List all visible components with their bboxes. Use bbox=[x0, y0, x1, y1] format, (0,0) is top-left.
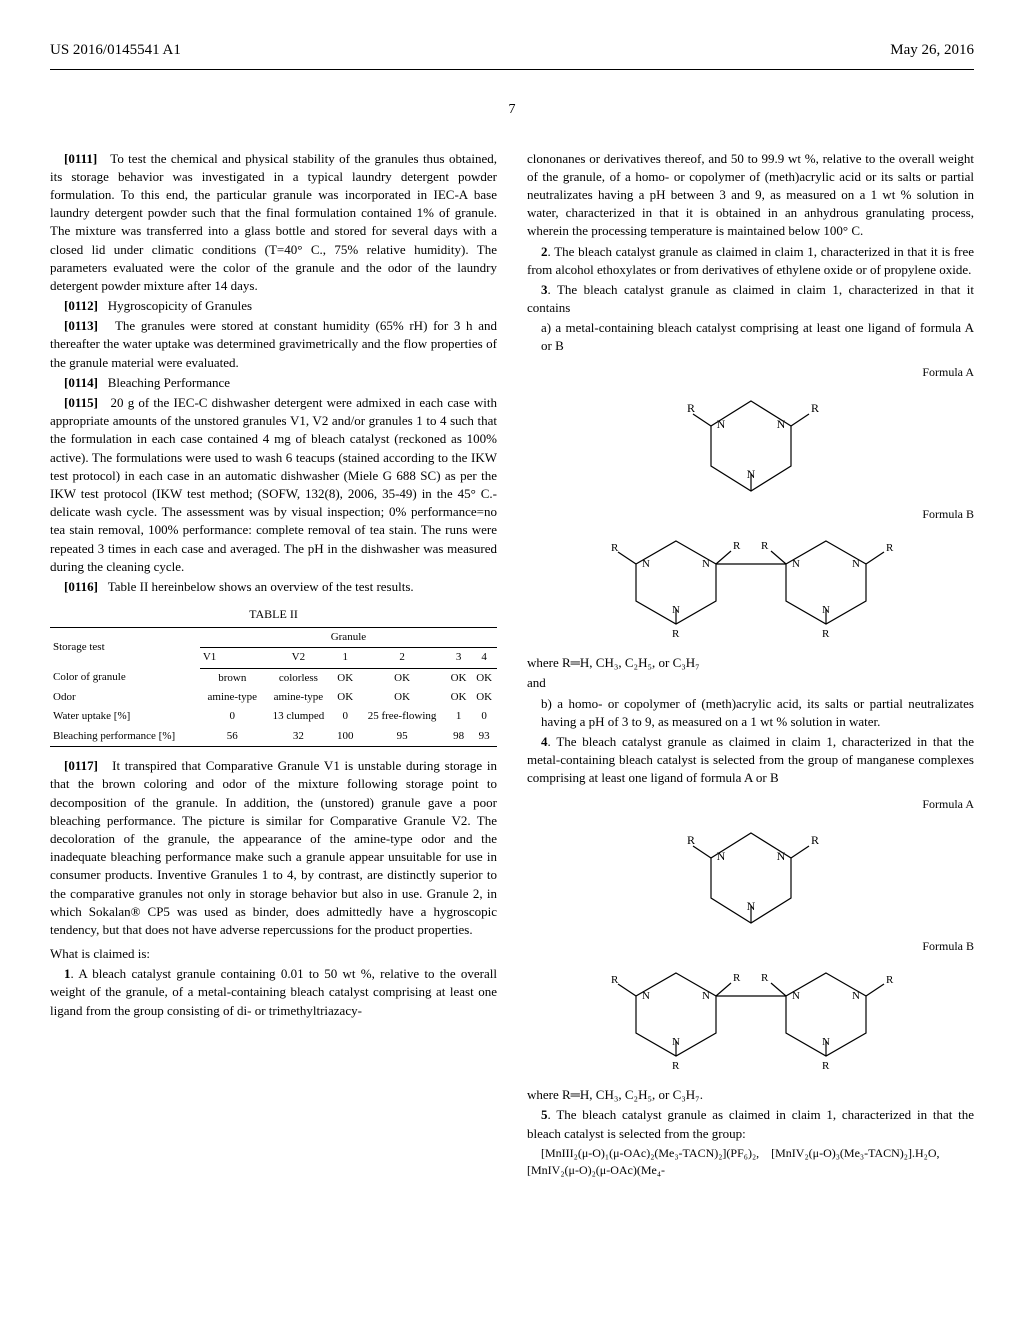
svg-text:R: R bbox=[811, 833, 819, 847]
svg-text:N: N bbox=[822, 1036, 830, 1048]
svg-text:R: R bbox=[687, 401, 695, 415]
claim-5: 5. The bleach catalyst granule as claime… bbox=[527, 1106, 974, 1142]
claims-heading: What is claimed is: bbox=[50, 945, 497, 963]
para-0111: [0111] To test the chemical and physical… bbox=[50, 150, 497, 296]
table-row: Odoramine-typeamine-typeOKOKOKOK bbox=[50, 688, 497, 707]
claim-3-where: where R═H, CH₃, C₂H₅, or C₃H₇ bbox=[527, 654, 974, 672]
row-header: Storage test bbox=[50, 627, 200, 668]
svg-text:N: N bbox=[852, 990, 860, 1002]
para-0116: [0116] Table II hereinbelow shows an ove… bbox=[50, 578, 497, 596]
svg-text:R: R bbox=[761, 540, 769, 552]
svg-text:R: R bbox=[747, 925, 755, 928]
claim-5-formula: [MnIII₂(μ-O)₁(μ-OAc)₂(Me₃-TACN)₂](PF₆)₂,… bbox=[527, 1145, 974, 1179]
svg-text:N: N bbox=[792, 990, 800, 1002]
svg-text:N: N bbox=[672, 604, 680, 616]
svg-text:N: N bbox=[702, 990, 710, 1002]
svg-text:R: R bbox=[733, 972, 741, 984]
svg-text:R: R bbox=[822, 1060, 830, 1072]
table-ii: TABLE II Storage test Granule V1 V2 1 2 … bbox=[50, 606, 497, 747]
results-table: Storage test Granule V1 V2 1 2 3 4 Color… bbox=[50, 627, 497, 747]
svg-text:N: N bbox=[746, 467, 755, 481]
formula-a-structure: N N N R R R bbox=[527, 386, 974, 496]
svg-text:R: R bbox=[672, 628, 680, 640]
formula-b-structure: N N N N N N R R R R R R bbox=[527, 529, 974, 644]
formula-block-2: Formula A N N N R R R Formul bbox=[527, 796, 974, 1077]
patent-id: US 2016/0145541 A1 bbox=[50, 40, 181, 61]
svg-text:N: N bbox=[822, 604, 830, 616]
formula-b-structure-2: N N N N N N R R R R R R bbox=[527, 961, 974, 1076]
para-0114: [0114] Bleaching Performance bbox=[50, 374, 497, 392]
right-column: clononanes or derivatives thereof, and 5… bbox=[527, 150, 974, 1181]
formula-a-label-2: Formula A bbox=[527, 796, 974, 813]
svg-text:N: N bbox=[642, 558, 650, 570]
page-header: US 2016/0145541 A1 May 26, 2016 bbox=[50, 40, 974, 61]
svg-text:N: N bbox=[702, 558, 710, 570]
svg-text:R: R bbox=[761, 972, 769, 984]
svg-text:N: N bbox=[716, 417, 725, 431]
left-column: [0111] To test the chemical and physical… bbox=[50, 150, 497, 1181]
svg-text:N: N bbox=[642, 990, 650, 1002]
formula-block-1: Formula A N N N R R R Formul bbox=[527, 364, 974, 645]
claim-1-start: 1. A bleach catalyst granule containing … bbox=[50, 965, 497, 1020]
claim-3a: a) a metal-containing bleach catalyst co… bbox=[541, 319, 974, 355]
svg-text:N: N bbox=[776, 417, 785, 431]
svg-text:N: N bbox=[792, 558, 800, 570]
svg-text:R: R bbox=[672, 1060, 680, 1072]
svg-text:R: R bbox=[733, 540, 741, 552]
claim-3b: b) a homo- or copolymer of (meth)acrylic… bbox=[541, 695, 974, 731]
para-0115: [0115] 20 g of the IEC-C dishwasher dete… bbox=[50, 394, 497, 576]
formula-a-structure-2: N N N R R R bbox=[527, 818, 974, 928]
granule-header: Granule bbox=[200, 627, 497, 647]
svg-text:N: N bbox=[776, 849, 785, 863]
svg-text:R: R bbox=[611, 542, 619, 554]
table-row: Color of granulebrowncolorlessOKOKOKOK bbox=[50, 668, 497, 688]
publication-date: May 26, 2016 bbox=[890, 40, 974, 61]
claim-3-and: and bbox=[527, 674, 974, 692]
para-0112: [0112] Hygroscopicity of Granules bbox=[50, 297, 497, 315]
svg-text:R: R bbox=[822, 628, 830, 640]
svg-text:N: N bbox=[716, 849, 725, 863]
svg-text:N: N bbox=[746, 899, 755, 913]
formula-b-label-2: Formula B bbox=[527, 938, 974, 955]
svg-text:R: R bbox=[687, 833, 695, 847]
svg-text:N: N bbox=[852, 558, 860, 570]
claim-4-where: where R═H, CH₃, C₂H₅, or C₃H₇. bbox=[527, 1086, 974, 1104]
para-0113: [0113] The granules were stored at const… bbox=[50, 317, 497, 372]
formula-a-label: Formula A bbox=[527, 364, 974, 381]
claim-2: 2. The bleach catalyst granule as claime… bbox=[527, 243, 974, 279]
svg-text:R: R bbox=[611, 974, 619, 986]
claim-1-cont: clononanes or derivatives thereof, and 5… bbox=[527, 150, 974, 241]
svg-text:R: R bbox=[886, 542, 894, 554]
svg-text:R: R bbox=[747, 493, 755, 496]
claim-4: 4. The bleach catalyst granule as claime… bbox=[527, 733, 974, 788]
page-number: 7 bbox=[50, 100, 974, 120]
svg-text:R: R bbox=[886, 974, 894, 986]
table-row: Water uptake [%]013 clumped025 free-flow… bbox=[50, 707, 497, 726]
table-row: Bleaching performance [%]5632100959893 bbox=[50, 727, 497, 747]
table-title: TABLE II bbox=[50, 606, 497, 623]
para-0117: [0117] It transpired that Comparative Gr… bbox=[50, 757, 497, 939]
svg-text:R: R bbox=[811, 401, 819, 415]
formula-b-label: Formula B bbox=[527, 506, 974, 523]
claim-3: 3. The bleach catalyst granule as claime… bbox=[527, 281, 974, 317]
header-rule bbox=[50, 69, 974, 70]
content-columns: [0111] To test the chemical and physical… bbox=[50, 150, 974, 1181]
svg-text:N: N bbox=[672, 1036, 680, 1048]
